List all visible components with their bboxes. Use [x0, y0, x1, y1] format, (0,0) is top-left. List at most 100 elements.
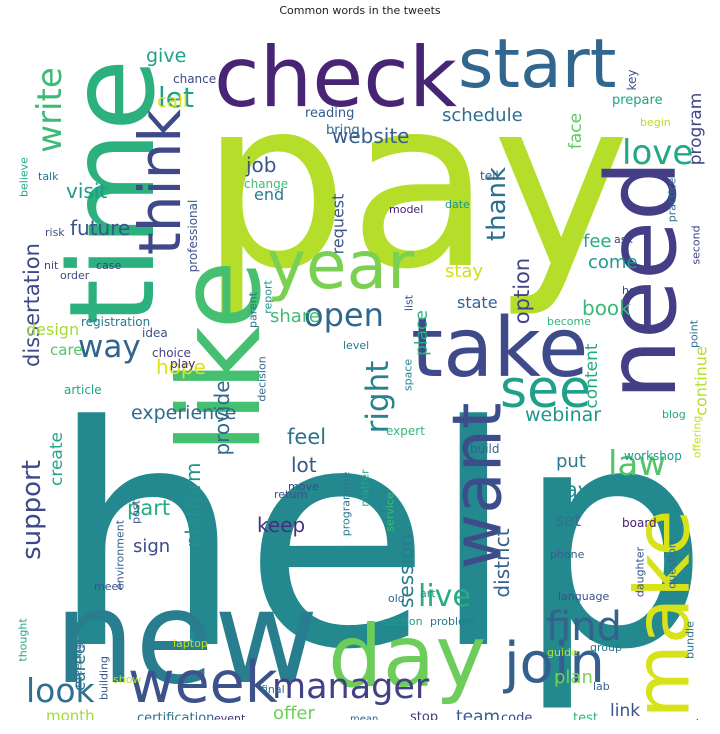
word-programme: programme [340, 472, 353, 537]
word-workshop: workshop [624, 449, 682, 463]
word-reading: reading [305, 106, 354, 121]
word-live: live [418, 579, 471, 614]
word-come: come [588, 252, 638, 273]
word-job: job [245, 153, 277, 177]
word-old: old [388, 592, 405, 605]
word-talk: talk [38, 170, 59, 183]
word-space: space [402, 359, 415, 392]
word-career: career [70, 637, 90, 691]
word-look: look [26, 671, 96, 710]
word-take: take [411, 301, 588, 396]
word-board: board [622, 516, 657, 530]
word-content: content [582, 343, 602, 408]
word-thought: thought [17, 618, 30, 662]
word-continue: continue [692, 346, 709, 416]
word-state: state [457, 293, 498, 312]
word-change: change [244, 177, 288, 191]
word-book: book [582, 296, 631, 320]
word-question: question [666, 541, 679, 589]
word-platform: platform [181, 463, 205, 548]
word-code: code [501, 711, 532, 720]
word-group: group [590, 641, 622, 654]
word-call: call [157, 91, 188, 112]
word-start: start [458, 25, 616, 104]
word-option: option [510, 258, 534, 324]
word-laptop: laptop [173, 637, 208, 650]
word-join: join [502, 631, 605, 696]
word-need: need [586, 160, 698, 400]
word-manager: manager [272, 667, 430, 707]
word-plan: plan [554, 667, 593, 688]
word-blog: blog [662, 408, 686, 421]
word-check: check [214, 29, 457, 126]
word-article: article [64, 383, 102, 397]
word-play: play [170, 357, 195, 371]
word-see: see [500, 360, 591, 420]
word-request: request [329, 194, 348, 255]
word-way: way [78, 329, 141, 365]
word-thank: thank [482, 167, 512, 241]
word-care: care [50, 341, 83, 359]
word-end: end [254, 185, 284, 204]
word-practice: practice [666, 178, 679, 223]
word-want: want [439, 402, 518, 569]
word-give: give [146, 45, 186, 67]
word-time: time [43, 59, 181, 326]
word-year: year [267, 227, 415, 304]
word-bundle: bundle [684, 621, 697, 659]
word-section: section [383, 615, 423, 628]
word-week: week [128, 650, 278, 716]
word-link: link [610, 701, 640, 720]
word-find: find [546, 604, 622, 650]
word-place: place [412, 310, 432, 356]
word-art: art [420, 587, 436, 600]
word-hour: hour [622, 284, 648, 297]
word-list: list [403, 294, 416, 311]
word-language: language [558, 590, 609, 603]
word-help: help [50, 361, 708, 716]
word-date: date [445, 198, 470, 211]
word-day: day [328, 607, 486, 707]
word-offering: offering [691, 416, 704, 459]
word-lot: lot [291, 453, 317, 477]
word-open: open [304, 296, 384, 334]
word-report: report [262, 280, 275, 314]
word-monday: monday [662, 718, 708, 720]
word-visit: visit [66, 179, 107, 203]
word-team: team [456, 707, 500, 720]
word-choice: choice [152, 346, 191, 360]
word-guide: guide [547, 646, 578, 659]
word-matter: matter [359, 469, 372, 507]
word-webinar: webinar [525, 404, 601, 426]
word-sign: sign [133, 536, 170, 557]
word-point: point [688, 319, 701, 348]
word-prepare: prepare [612, 93, 663, 108]
word-provide: provide [210, 380, 234, 455]
word-offer: offer [273, 703, 315, 720]
word-show: show [113, 673, 141, 686]
word-expert: expert [386, 424, 425, 438]
word-future: future [70, 216, 130, 240]
word-experience: experience [131, 402, 236, 424]
word-stay: stay [445, 261, 483, 282]
word-return: return [274, 488, 308, 501]
word-create: create [47, 432, 67, 486]
word-session: session [394, 534, 418, 608]
word-program: program [686, 93, 706, 166]
word-pay: pay [200, 49, 630, 321]
word-idea: idea [142, 326, 168, 340]
word-begin: begin [640, 116, 671, 129]
word-become: become [547, 315, 591, 328]
word-problem: problem [430, 615, 476, 628]
word-write: write [30, 67, 70, 152]
word-part: part [127, 496, 170, 520]
word-building: building [98, 656, 111, 700]
word-district: district [490, 528, 514, 597]
word-ask: ask [614, 233, 633, 246]
word-make: make [618, 510, 707, 719]
word-build: build [470, 442, 500, 456]
word-professional: professional [186, 200, 200, 273]
word-meet: meet [94, 580, 123, 593]
word-phone: phone [550, 548, 585, 561]
